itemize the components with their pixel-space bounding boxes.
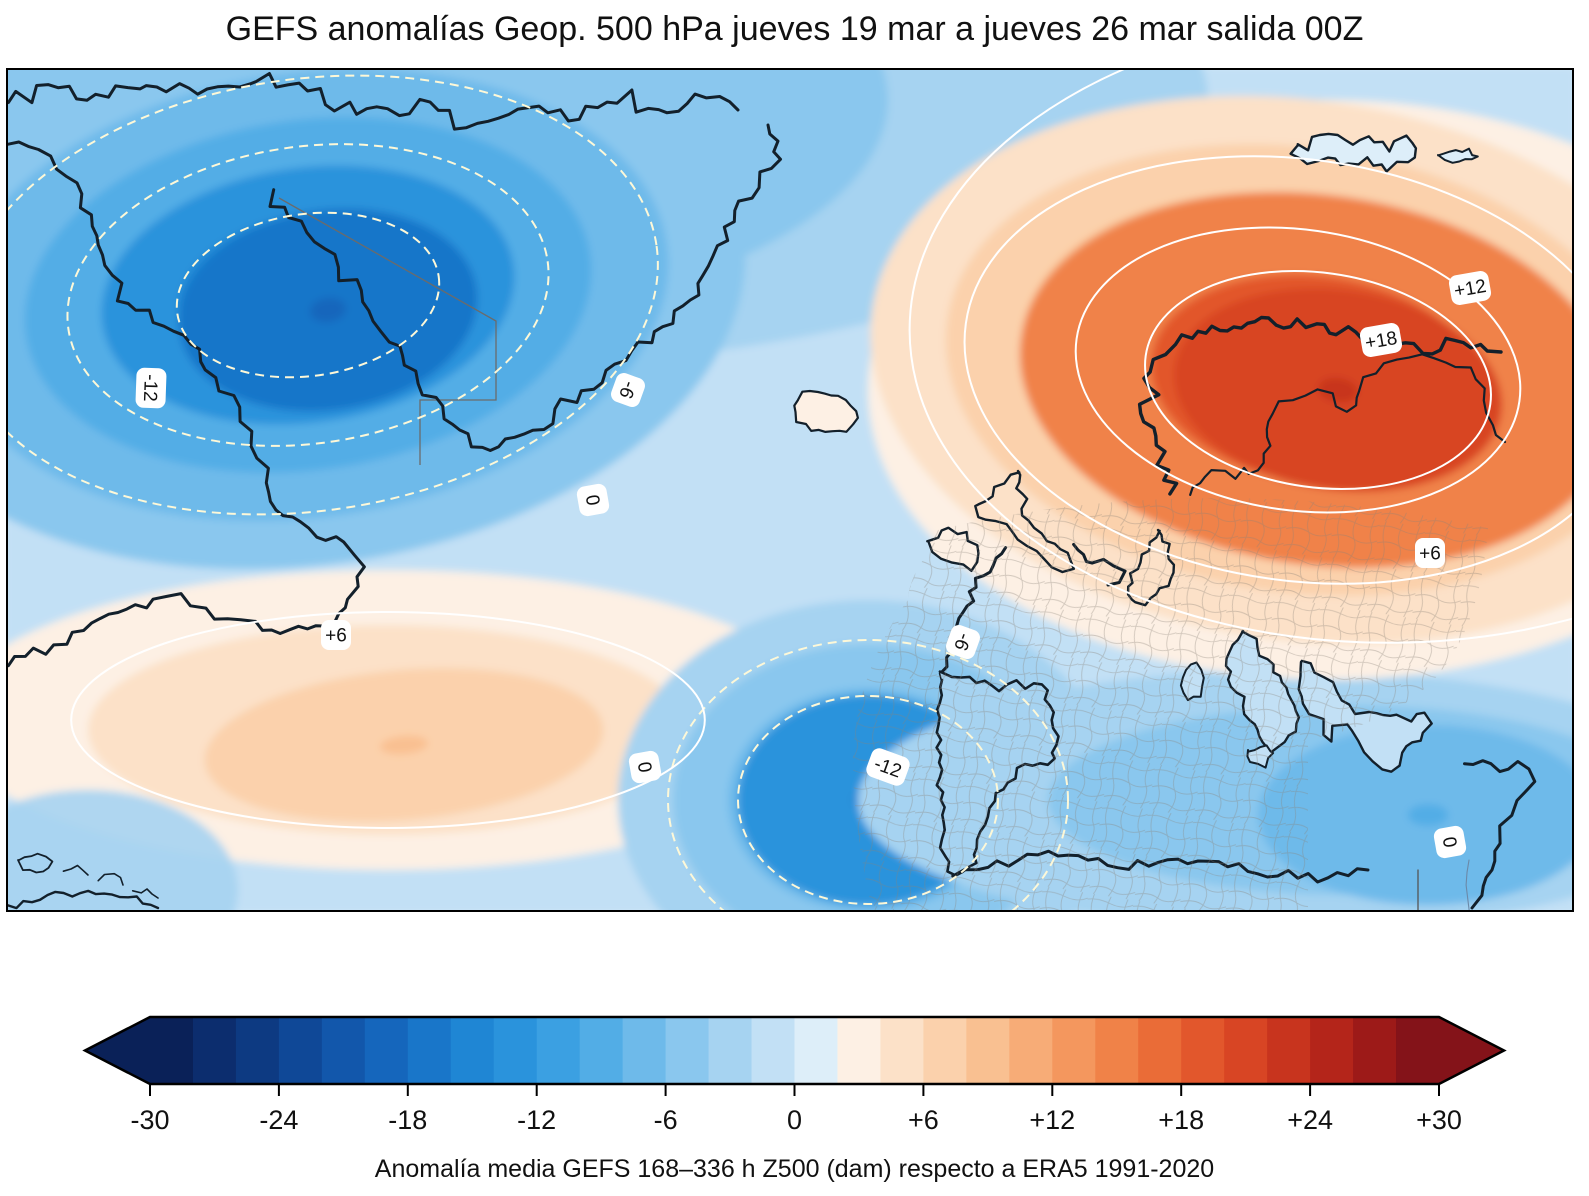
svg-text:+6: +6 [1419,544,1441,565]
svg-text:+12: +12 [1029,1105,1075,1135]
svg-text:+18: +18 [1158,1105,1204,1135]
svg-text:+24: +24 [1287,1105,1333,1135]
svg-text:-12: -12 [139,374,161,402]
svg-text:+30: +30 [1416,1105,1462,1135]
svg-text:-6: -6 [654,1105,678,1135]
svg-text:+6: +6 [325,626,347,647]
svg-text:-30: -30 [130,1105,169,1135]
svg-text:-12: -12 [517,1105,556,1135]
svg-text:-18: -18 [388,1105,427,1135]
svg-text:0: 0 [787,1105,802,1135]
svg-text:-24: -24 [259,1105,298,1135]
svg-text:+6: +6 [908,1105,939,1135]
